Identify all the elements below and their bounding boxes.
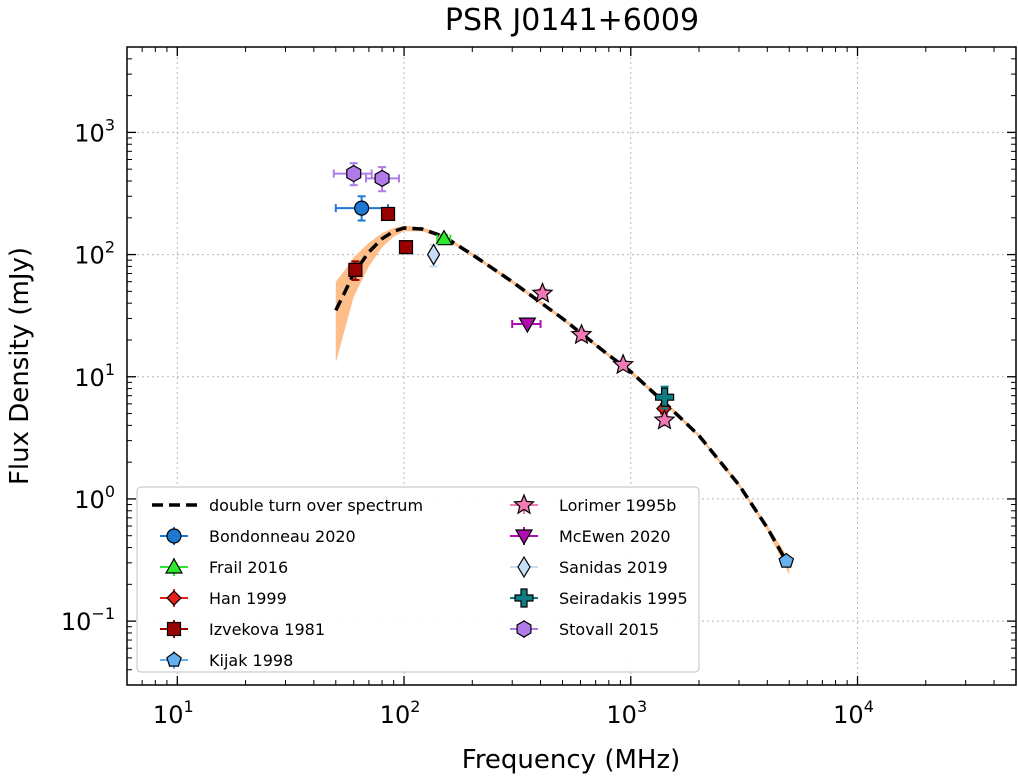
legend-entry: Izvekova 1981 [160, 620, 325, 639]
legend-label: Han 1999 [209, 589, 287, 608]
data-point-kijak-1998 [778, 552, 795, 568]
marker-star [653, 408, 676, 430]
legend-marker-plus [514, 588, 534, 608]
data-point-lorimer-1995b [570, 323, 593, 345]
x-tick-label: 101 [153, 697, 194, 729]
chart-title: PSR J0141+6009 [445, 3, 699, 38]
y-tick-label: 100 [74, 482, 115, 514]
legend-marker-thin-diamond [517, 555, 531, 579]
marker-star [570, 323, 593, 345]
data-point-izvekova-1981 [380, 206, 396, 222]
legend-marker-triangle-down [514, 529, 534, 546]
legend-entry: Stovall 2015 [510, 620, 659, 639]
marker-square [398, 240, 414, 255]
legend-box [136, 486, 700, 673]
data-point-sanidas-2019 [426, 243, 441, 268]
legend-marker-triangle-up [164, 557, 184, 574]
legend: double turn over spectrum Bondonneau 2020… [136, 486, 700, 673]
marker-star [612, 353, 635, 375]
plot-frame [126, 46, 1017, 686]
marker-hexagon [346, 164, 362, 183]
legend-marker-star [513, 493, 535, 515]
marker-circle [354, 200, 370, 216]
legend-entry: Sanidas 2019 [510, 555, 668, 579]
legend-label: Bondonneau 2020 [209, 527, 356, 546]
data-point-stovall-2015 [365, 166, 400, 193]
x-tick-label: 103 [606, 697, 647, 729]
legend-marker-circle [166, 528, 182, 544]
legend-entry: Lorimer 1995b [510, 493, 676, 515]
data-point-seiradakis-1995 [654, 385, 675, 410]
marker-star [531, 281, 554, 303]
marker-triangle-up [434, 229, 454, 246]
data-point-bondonneau-2020 [334, 195, 390, 222]
legend-marker-diamond [166, 590, 182, 606]
x-tick-label: 104 [833, 697, 874, 729]
marker-square [380, 206, 396, 222]
marker-thin-diamond [426, 243, 441, 266]
legend-entry: Frail 2016 [160, 557, 288, 577]
data-point-lorimer-1995b [653, 408, 676, 430]
legend-label: Sanidas 2019 [559, 558, 668, 577]
marker-pentagon [778, 552, 795, 568]
legend-label: double turn over spectrum [209, 496, 423, 515]
legend-label: McEwen 2020 [559, 527, 671, 546]
x-tick-label: 102 [380, 697, 421, 729]
data-point-lorimer-1995b [531, 281, 554, 303]
legend-label: Frail 2016 [209, 558, 288, 577]
y-axis-label: Flux Density (mJy) [5, 247, 35, 485]
legend-entry: Seiradakis 1995 [510, 588, 688, 608]
legend-label: Izvekova 1981 [209, 620, 325, 639]
data-point-mcewen-2020 [511, 317, 542, 334]
marker-square [348, 262, 363, 277]
marker-plus [654, 387, 675, 407]
y-tick-label: 103 [74, 115, 115, 147]
y-tick-label: 101 [74, 360, 115, 392]
legend-entry: Bondonneau 2020 [160, 527, 356, 546]
marker-triangle-down [518, 317, 537, 334]
data-point-lorimer-1995b [612, 353, 635, 375]
data-point-stovall-2015 [332, 162, 373, 187]
legend-marker-hexagon [516, 620, 532, 638]
data-point-izvekova-1981 [398, 240, 414, 255]
legend-label: Stovall 2015 [559, 620, 659, 639]
legend-entry: Han 1999 [160, 589, 287, 608]
ticks: 101 102 103 104 10−1 100 101 102 103 [61, 46, 1017, 729]
data-point-izvekova-1981 [348, 260, 363, 281]
data-points-layer [332, 162, 795, 568]
legend-marker-pentagon [166, 651, 182, 667]
data-point-frail-2016 [434, 229, 454, 246]
legend-entry: McEwen 2020 [510, 527, 671, 546]
x-axis-label: Frequency (MHz) [462, 745, 681, 775]
y-tick-label: 10−1 [61, 604, 115, 636]
legend-label: Kijak 1998 [209, 651, 293, 670]
legend-entry: Kijak 1998 [160, 651, 293, 670]
legend-label: Seiradakis 1995 [559, 589, 688, 608]
legend-marker-square [166, 621, 182, 637]
legend-entry: double turn over spectrum [152, 496, 423, 515]
legend-label: Lorimer 1995b [559, 496, 676, 515]
marker-hexagon [374, 169, 390, 188]
y-tick-label: 102 [74, 238, 115, 270]
